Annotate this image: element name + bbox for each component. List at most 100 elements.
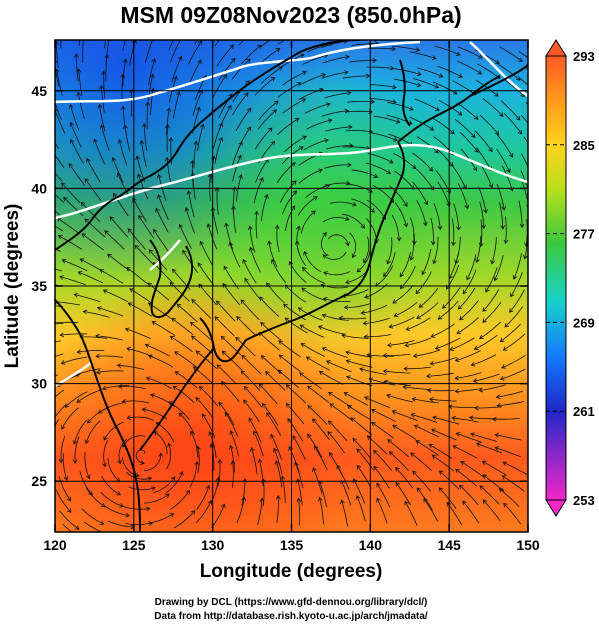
streamline-arrowhead — [237, 154, 242, 160]
streamline-arrowhead — [102, 462, 107, 468]
streamline — [458, 287, 476, 310]
streamline-arrowhead — [149, 73, 155, 79]
streamline-arrowhead — [355, 494, 361, 500]
streamline — [158, 174, 167, 201]
streamline — [452, 80, 476, 96]
streamline — [275, 460, 283, 488]
streamline-arrowhead — [61, 258, 67, 264]
streamline — [518, 51, 528, 59]
streamline-arrowhead — [259, 497, 265, 503]
streamline — [298, 498, 301, 526]
streamline-arrowhead — [345, 279, 350, 285]
streamline-arrowhead — [428, 166, 434, 172]
streamline-arrowhead — [324, 138, 329, 143]
streamline — [250, 247, 261, 273]
streamline-arrowhead — [100, 502, 106, 508]
streamline — [392, 285, 414, 304]
streamline-arrowhead — [494, 130, 500, 136]
streamline — [319, 497, 324, 525]
isotherm-contour-west — [149, 239, 181, 271]
streamline-arrowhead — [360, 223, 365, 229]
streamline — [371, 422, 394, 439]
streamline-arrowhead — [270, 76, 276, 82]
streamline-arrowhead — [307, 405, 312, 410]
streamline — [376, 498, 388, 524]
streamline — [322, 56, 349, 64]
streamline-arrowhead — [322, 297, 328, 302]
streamline — [431, 323, 455, 338]
streamline — [55, 404, 67, 418]
streamline — [248, 418, 262, 443]
streamline — [236, 316, 257, 336]
streamline — [266, 412, 282, 436]
streamline-arrowhead — [504, 322, 509, 328]
streamline — [356, 465, 372, 489]
streamline — [431, 454, 455, 472]
streamline — [55, 172, 63, 182]
streamline — [356, 448, 375, 471]
streamline — [479, 384, 506, 391]
streamline — [60, 333, 88, 336]
streamline-arrowhead — [222, 74, 227, 79]
streamline — [482, 499, 501, 522]
streamline-arrowhead — [362, 320, 368, 326]
streamline — [479, 163, 493, 188]
streamline-arrowhead — [153, 228, 158, 234]
streamline — [103, 505, 130, 517]
streamline-arrowhead — [240, 370, 246, 375]
streamline-arrowhead — [313, 445, 319, 450]
streamline — [503, 503, 522, 525]
streamline-arrowhead — [488, 147, 493, 153]
streamline-arrowhead — [347, 90, 352, 96]
streamline — [459, 132, 479, 153]
streamline-arrowhead — [438, 487, 444, 492]
streamline — [182, 250, 199, 274]
streamline — [59, 276, 86, 286]
streamline — [494, 254, 504, 281]
streamline — [109, 216, 129, 238]
streamline — [284, 317, 308, 334]
streamline-arrowhead — [403, 222, 409, 228]
streamline-arrowhead — [236, 316, 241, 321]
streamline — [497, 63, 521, 81]
streamline-arrowhead — [434, 345, 440, 350]
streamline — [416, 302, 439, 319]
streamline-arrowhead — [224, 411, 230, 417]
streamline-arrowhead — [220, 381, 226, 386]
streamline — [281, 476, 286, 504]
streamline — [57, 217, 80, 234]
streamline — [499, 201, 504, 229]
streamline — [261, 194, 268, 222]
streamline-arrowhead — [272, 109, 278, 114]
streamline-arrowhead — [147, 354, 153, 359]
streamline — [157, 194, 169, 220]
streamline-arrowhead — [415, 47, 421, 52]
streamline-arrowhead — [67, 508, 72, 513]
streamline-arrowhead — [73, 53, 79, 58]
streamline-arrowhead — [455, 432, 461, 437]
streamline-arrowhead — [481, 460, 487, 466]
streamline — [65, 391, 88, 408]
streamline — [230, 445, 235, 473]
streamline-arrowhead — [189, 159, 195, 165]
streamline — [85, 420, 101, 444]
streamline — [501, 165, 513, 192]
streamline-arrowhead — [176, 303, 182, 309]
streamline-arrowhead — [451, 415, 456, 421]
streamline-arrowhead — [36, 263, 40, 267]
streamline-arrowhead — [99, 124, 105, 130]
streamline-arrowhead — [167, 442, 172, 448]
streamline — [503, 333, 526, 351]
streamline — [138, 215, 155, 239]
streamline — [55, 210, 61, 216]
streamline — [55, 489, 72, 513]
streamline-arrowhead — [410, 412, 416, 418]
streamline — [225, 223, 234, 250]
streamline — [383, 370, 411, 374]
streamline-arrowhead — [391, 46, 396, 52]
streamline-arrowhead — [296, 225, 301, 231]
streamline-arrowhead — [246, 107, 252, 113]
streamline-arrowhead — [503, 239, 509, 245]
streamline-arrowhead — [429, 360, 435, 366]
streamline-arrowhead — [432, 415, 437, 421]
